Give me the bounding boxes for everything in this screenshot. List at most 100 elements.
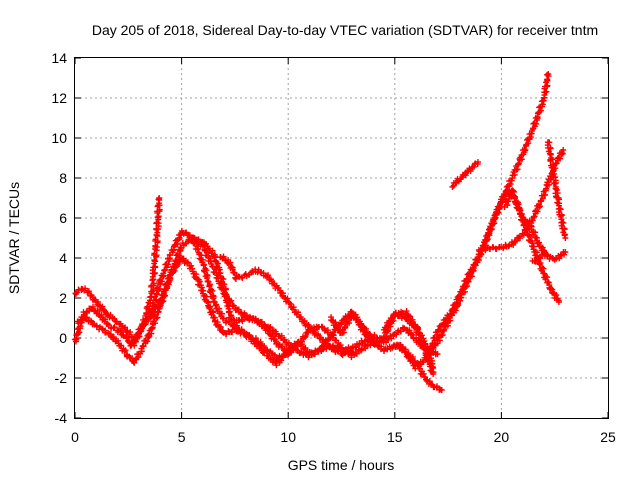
- data-point: [542, 276, 549, 283]
- data-point: [261, 349, 268, 356]
- data-point: [363, 329, 370, 336]
- data-point: [429, 364, 436, 371]
- data-point: [137, 325, 144, 332]
- x-tick-label: 20: [494, 429, 510, 445]
- data-point: [403, 308, 410, 315]
- data-point: [242, 314, 249, 321]
- data-point: [487, 224, 494, 231]
- data-point: [229, 266, 236, 273]
- data-point: [153, 296, 160, 303]
- data-point: [191, 240, 198, 247]
- y-axis-title: SDTVAR / TECUs: [6, 182, 22, 294]
- y-tick-label: 14: [51, 50, 67, 66]
- data-point: [334, 348, 341, 355]
- series-sat-n: [544, 139, 569, 241]
- data-point: [340, 329, 347, 336]
- data-point: [200, 292, 207, 299]
- data-point: [166, 272, 173, 279]
- data-point: [342, 350, 349, 357]
- data-point: [452, 180, 459, 187]
- data-point: [356, 341, 363, 348]
- data-point: [315, 331, 322, 338]
- data-point: [521, 146, 528, 153]
- series-sat-o: [449, 159, 481, 190]
- data-point: [493, 208, 500, 215]
- data-point: [528, 217, 535, 224]
- data-point: [474, 159, 481, 165]
- data-point: [500, 192, 507, 199]
- data-point: [144, 303, 151, 310]
- data-point: [481, 236, 488, 243]
- data-point: [329, 317, 336, 324]
- data-point: [284, 295, 291, 302]
- data-point: [178, 245, 185, 252]
- data-point: [548, 285, 555, 292]
- y-tick-label: 12: [51, 90, 67, 106]
- series-sat-l: [501, 187, 562, 305]
- data-point: [158, 296, 165, 303]
- data-point: [474, 256, 481, 263]
- data-point: [301, 345, 308, 352]
- data-point: [500, 245, 507, 252]
- data-point: [470, 163, 477, 170]
- data-point: [544, 179, 551, 186]
- data-point: [539, 244, 546, 251]
- data-point: [434, 351, 441, 357]
- y-tick-label: 2: [59, 290, 67, 306]
- data-point: [207, 289, 214, 296]
- data-point: [544, 71, 551, 78]
- data-point: [298, 341, 305, 348]
- data-point: [267, 355, 274, 362]
- data-point: [238, 316, 245, 323]
- data-point: [140, 316, 147, 323]
- series-sat-m: [529, 248, 569, 265]
- data-point: [555, 154, 562, 161]
- data-point: [222, 331, 229, 338]
- data-point: [518, 152, 525, 159]
- data-point: [131, 359, 138, 366]
- data-point: [436, 332, 443, 339]
- data-point: [206, 305, 213, 312]
- data-point: [531, 258, 538, 265]
- data-point: [349, 310, 356, 317]
- data-point: [531, 120, 538, 127]
- x-tick-label: 0: [71, 429, 79, 445]
- data-point: [222, 319, 229, 326]
- data-point: [245, 333, 252, 340]
- data-point: [194, 246, 201, 253]
- data-point: [551, 180, 558, 187]
- data-point: [192, 237, 199, 244]
- series-sat-j: [422, 71, 552, 357]
- data-point: [122, 347, 129, 354]
- data-point: [439, 331, 446, 338]
- data-point: [489, 244, 496, 251]
- data-point: [126, 338, 133, 345]
- data-point: [441, 326, 448, 333]
- data-point: [449, 183, 456, 190]
- data-point: [513, 201, 520, 208]
- data-point: [555, 299, 562, 305]
- data-point: [74, 326, 81, 333]
- data-point: [443, 320, 450, 327]
- data-point: [93, 322, 100, 329]
- data-point: [223, 299, 230, 306]
- data-point: [426, 378, 433, 385]
- data-point: [553, 160, 560, 167]
- data-point: [535, 201, 542, 208]
- data-point: [264, 326, 271, 333]
- chart-title: Day 205 of 2018, Sidereal Day-to-day VTE…: [92, 22, 598, 38]
- data-point: [155, 213, 162, 220]
- data-point: [174, 251, 181, 258]
- data-point: [156, 195, 163, 201]
- series-sat-e: [189, 234, 292, 355]
- data-point: [560, 147, 567, 153]
- data-point: [120, 325, 127, 332]
- data-point: [210, 295, 217, 302]
- data-point: [411, 324, 418, 331]
- x-tick-label: 25: [600, 429, 616, 445]
- data-point: [451, 306, 458, 313]
- data-point: [198, 256, 205, 263]
- data-point: [405, 354, 412, 361]
- data-point: [516, 207, 523, 214]
